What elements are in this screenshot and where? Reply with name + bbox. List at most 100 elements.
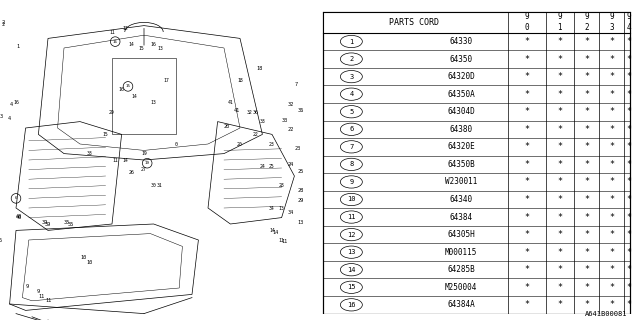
Text: 20: 20 bbox=[237, 141, 243, 147]
Text: *: * bbox=[609, 37, 614, 46]
Text: 11: 11 bbox=[347, 214, 356, 220]
Text: 20: 20 bbox=[224, 124, 230, 129]
Text: *: * bbox=[609, 212, 614, 221]
Text: *: * bbox=[584, 125, 589, 134]
Text: 16: 16 bbox=[347, 302, 356, 308]
Text: *: * bbox=[609, 300, 614, 309]
Text: 9: 9 bbox=[37, 289, 40, 294]
Text: 9
3: 9 3 bbox=[609, 12, 614, 32]
Text: 12: 12 bbox=[347, 232, 356, 238]
Text: *: * bbox=[524, 37, 529, 46]
Text: 12: 12 bbox=[122, 26, 127, 31]
Text: 39: 39 bbox=[42, 220, 48, 225]
Text: 13: 13 bbox=[157, 45, 163, 51]
Text: 13: 13 bbox=[151, 100, 156, 105]
Text: 41: 41 bbox=[234, 108, 240, 113]
Text: *: * bbox=[524, 248, 529, 257]
Text: *: * bbox=[524, 90, 529, 99]
Text: *: * bbox=[609, 195, 614, 204]
Text: *: * bbox=[584, 283, 589, 292]
Text: *: * bbox=[557, 300, 563, 309]
Text: *: * bbox=[627, 55, 632, 64]
Text: *: * bbox=[609, 142, 614, 151]
Text: *: * bbox=[524, 125, 529, 134]
Text: 64304D: 64304D bbox=[447, 107, 475, 116]
Text: 64330: 64330 bbox=[449, 37, 473, 46]
Text: 36: 36 bbox=[298, 108, 304, 113]
Text: *: * bbox=[627, 125, 632, 134]
Text: *: * bbox=[557, 142, 563, 151]
Text: 26: 26 bbox=[129, 170, 134, 175]
Text: 14: 14 bbox=[347, 267, 356, 273]
Text: 6: 6 bbox=[15, 196, 17, 200]
Text: 16: 16 bbox=[151, 42, 156, 47]
Text: 32: 32 bbox=[288, 101, 294, 107]
Text: 6: 6 bbox=[0, 237, 1, 243]
Text: 3: 3 bbox=[349, 74, 353, 80]
Text: *: * bbox=[524, 160, 529, 169]
Text: *: * bbox=[524, 107, 529, 116]
Text: 64350A: 64350A bbox=[447, 90, 475, 99]
Text: 16: 16 bbox=[13, 100, 19, 105]
Text: *: * bbox=[557, 160, 563, 169]
Text: W230011: W230011 bbox=[445, 178, 477, 187]
Text: *: * bbox=[524, 55, 529, 64]
Text: 2: 2 bbox=[349, 56, 353, 62]
Text: *: * bbox=[609, 55, 614, 64]
Text: *: * bbox=[557, 283, 563, 292]
Text: 29: 29 bbox=[109, 109, 115, 115]
Text: *: * bbox=[557, 230, 563, 239]
Text: *: * bbox=[557, 107, 563, 116]
Text: 34: 34 bbox=[269, 205, 275, 211]
Text: *: * bbox=[627, 248, 632, 257]
Text: 15: 15 bbox=[103, 132, 108, 137]
Text: *: * bbox=[584, 72, 589, 81]
Text: 64384: 64384 bbox=[449, 212, 473, 221]
Text: 8: 8 bbox=[349, 161, 353, 167]
Text: 9: 9 bbox=[349, 179, 353, 185]
Text: *: * bbox=[584, 248, 589, 257]
Text: *: * bbox=[584, 212, 589, 221]
Text: 24: 24 bbox=[288, 163, 294, 167]
Text: 18: 18 bbox=[256, 67, 262, 71]
Text: *: * bbox=[627, 178, 632, 187]
Text: 64340: 64340 bbox=[449, 195, 473, 204]
Text: 9
4: 9 4 bbox=[627, 12, 631, 32]
Text: *: * bbox=[627, 230, 632, 239]
Text: 11: 11 bbox=[45, 298, 51, 303]
Text: 22: 22 bbox=[253, 132, 259, 137]
Text: 23: 23 bbox=[294, 147, 301, 151]
Text: *: * bbox=[609, 248, 614, 257]
Text: 32: 32 bbox=[247, 109, 252, 115]
Text: A641B00081: A641B00081 bbox=[585, 311, 627, 317]
Text: *: * bbox=[524, 195, 529, 204]
Text: *: * bbox=[609, 72, 614, 81]
Text: *: * bbox=[524, 72, 529, 81]
Text: 9: 9 bbox=[26, 284, 29, 289]
Text: 13: 13 bbox=[279, 205, 284, 211]
Text: *: * bbox=[524, 283, 529, 292]
Text: 0: 0 bbox=[175, 141, 177, 147]
Text: 7: 7 bbox=[294, 82, 298, 87]
Text: *: * bbox=[584, 195, 589, 204]
Text: *: * bbox=[557, 125, 563, 134]
Text: 22: 22 bbox=[288, 127, 294, 132]
Text: *: * bbox=[584, 90, 589, 99]
Text: 14: 14 bbox=[269, 228, 275, 233]
Text: *: * bbox=[557, 90, 563, 99]
Text: 1: 1 bbox=[16, 44, 19, 49]
Text: PARTS CORD: PARTS CORD bbox=[389, 18, 439, 27]
Text: 23: 23 bbox=[269, 141, 275, 147]
Text: 4: 4 bbox=[10, 101, 13, 107]
Text: 33: 33 bbox=[260, 119, 265, 124]
Text: *: * bbox=[627, 142, 632, 151]
Text: 64384A: 64384A bbox=[447, 300, 475, 309]
Text: 14: 14 bbox=[122, 157, 127, 163]
Text: *: * bbox=[557, 265, 563, 274]
Text: 25: 25 bbox=[298, 169, 304, 174]
Text: *: * bbox=[557, 55, 563, 64]
Text: 28: 28 bbox=[298, 188, 304, 193]
Text: 10: 10 bbox=[347, 196, 356, 203]
Text: 3: 3 bbox=[0, 114, 3, 119]
Text: 36: 36 bbox=[253, 109, 259, 115]
